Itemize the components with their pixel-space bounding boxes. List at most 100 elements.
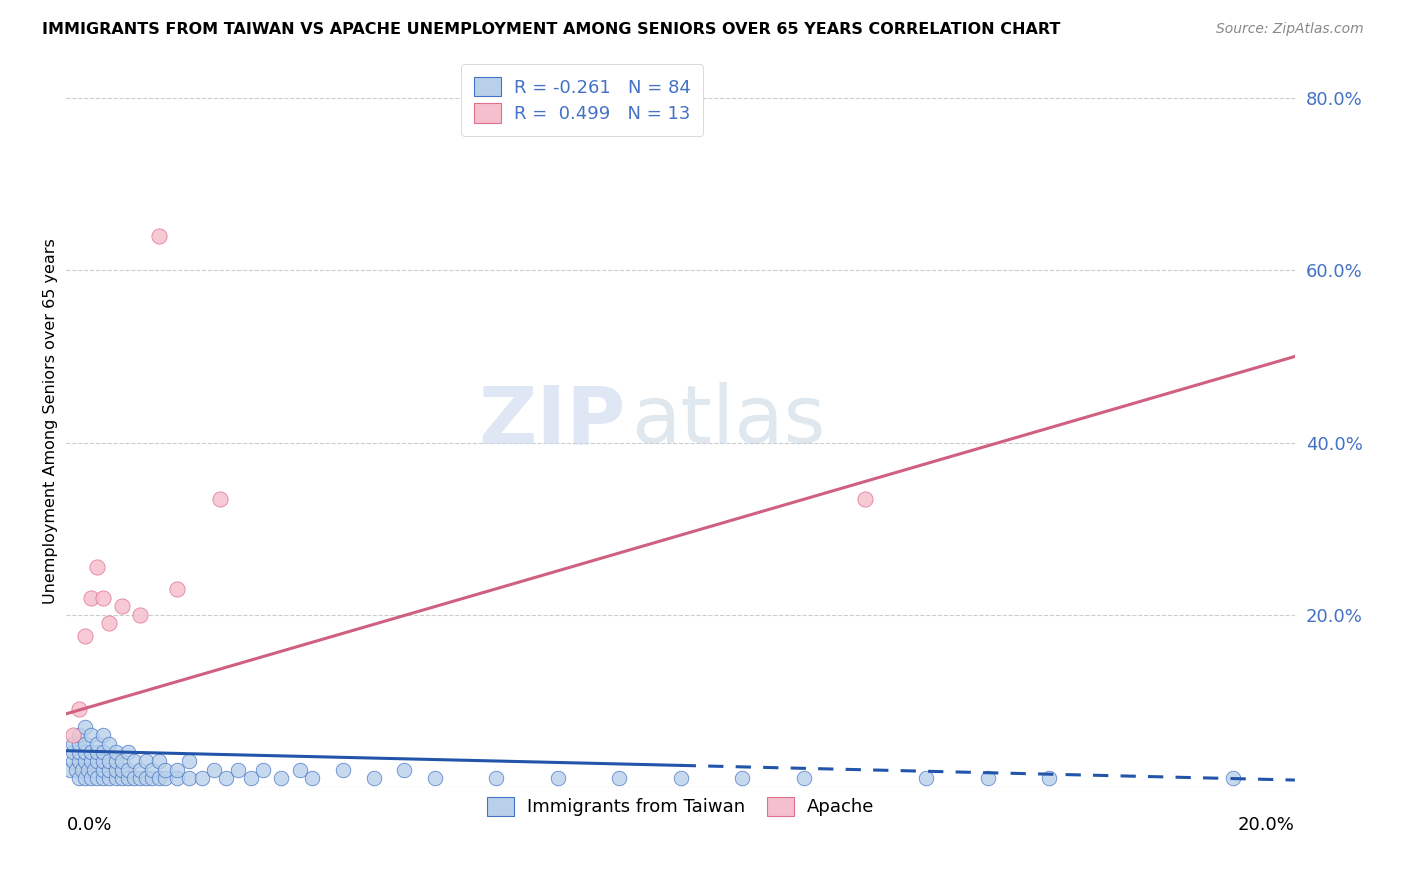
Point — [288, 763, 311, 777]
Point — [83, 763, 105, 777]
Point — [62, 754, 84, 768]
Point — [104, 772, 127, 786]
Point — [67, 746, 90, 760]
Point — [91, 772, 114, 786]
Point — [58, 763, 80, 777]
Point — [607, 772, 630, 786]
Point — [915, 772, 938, 786]
Point — [239, 772, 262, 786]
Point — [129, 607, 152, 622]
Point — [332, 763, 354, 777]
Point — [179, 754, 201, 768]
Point — [129, 763, 152, 777]
Point — [104, 746, 127, 760]
Point — [86, 737, 108, 751]
Point — [73, 720, 96, 734]
Point — [853, 491, 876, 506]
Point — [363, 772, 385, 786]
Point — [73, 754, 96, 768]
Point — [86, 754, 108, 768]
Text: 0.0%: 0.0% — [66, 816, 112, 834]
Point — [129, 772, 152, 786]
Point — [91, 746, 114, 760]
Point — [86, 560, 108, 574]
Point — [190, 772, 212, 786]
Point — [252, 763, 274, 777]
Point — [70, 763, 93, 777]
Point — [215, 772, 238, 786]
Text: atlas: atlas — [631, 382, 825, 460]
Point — [62, 728, 84, 742]
Point — [148, 754, 170, 768]
Point — [80, 746, 103, 760]
Point — [117, 772, 139, 786]
Point — [153, 763, 176, 777]
Point — [80, 591, 103, 605]
Point — [67, 737, 90, 751]
Point — [228, 763, 250, 777]
Text: Source: ZipAtlas.com: Source: ZipAtlas.com — [1216, 22, 1364, 37]
Point — [148, 772, 170, 786]
Text: IMMIGRANTS FROM TAIWAN VS APACHE UNEMPLOYMENT AMONG SENIORS OVER 65 YEARS CORREL: IMMIGRANTS FROM TAIWAN VS APACHE UNEMPLO… — [42, 22, 1060, 37]
Point — [73, 737, 96, 751]
Point — [104, 763, 127, 777]
Point — [91, 591, 114, 605]
Point — [111, 772, 134, 786]
Point — [135, 754, 157, 768]
Point — [91, 763, 114, 777]
Point — [117, 746, 139, 760]
Point — [73, 746, 96, 760]
Point — [270, 772, 292, 786]
Point — [179, 772, 201, 786]
Text: 20.0%: 20.0% — [1239, 816, 1295, 834]
Point — [141, 772, 163, 786]
Point — [977, 772, 1000, 786]
Point — [1222, 772, 1244, 786]
Point — [423, 772, 446, 786]
Legend: Immigrants from Taiwan, Apache: Immigrants from Taiwan, Apache — [475, 784, 887, 830]
Point — [148, 229, 170, 244]
Point — [166, 763, 188, 777]
Point — [153, 772, 176, 786]
Point — [202, 763, 225, 777]
Point — [73, 772, 96, 786]
Point — [792, 772, 814, 786]
Point — [111, 763, 134, 777]
Point — [208, 491, 231, 506]
Point — [301, 772, 323, 786]
Point — [98, 616, 121, 631]
Point — [104, 754, 127, 768]
Point — [166, 772, 188, 786]
Point — [80, 772, 103, 786]
Point — [80, 754, 103, 768]
Point — [62, 746, 84, 760]
Point — [98, 754, 121, 768]
Point — [111, 599, 134, 614]
Point — [67, 702, 90, 716]
Point — [86, 746, 108, 760]
Point — [669, 772, 692, 786]
Point — [394, 763, 416, 777]
Point — [122, 754, 145, 768]
Point — [122, 772, 145, 786]
Point — [80, 728, 103, 742]
Point — [141, 763, 163, 777]
Point — [73, 629, 96, 643]
Point — [77, 763, 100, 777]
Point — [111, 754, 134, 768]
Point — [91, 754, 114, 768]
Point — [67, 728, 90, 742]
Point — [91, 728, 114, 742]
Point — [1038, 772, 1060, 786]
Y-axis label: Unemployment Among Seniors over 65 years: Unemployment Among Seniors over 65 years — [44, 238, 58, 604]
Point — [86, 772, 108, 786]
Point — [135, 772, 157, 786]
Point — [117, 763, 139, 777]
Point — [67, 772, 90, 786]
Point — [485, 772, 508, 786]
Point — [166, 582, 188, 596]
Text: ZIP: ZIP — [478, 382, 626, 460]
Point — [547, 772, 569, 786]
Point — [731, 772, 754, 786]
Point — [65, 763, 87, 777]
